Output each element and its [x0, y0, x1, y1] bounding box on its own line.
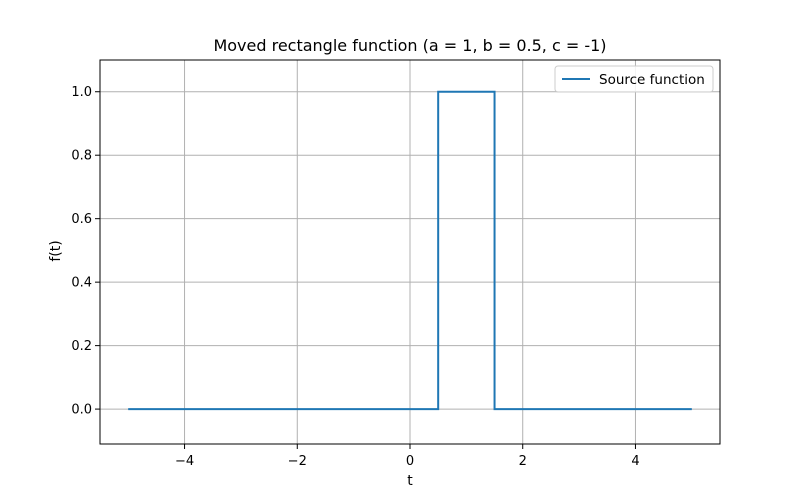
y-tick-label: 1.0: [71, 85, 92, 100]
x-axis-label: t: [407, 473, 413, 489]
x-tick-label: 4: [631, 454, 639, 469]
legend-box: [554, 65, 714, 93]
grid: [100, 60, 720, 444]
y-tick-label: 0.4: [71, 276, 92, 291]
chart-title: Moved rectangle function (a = 1, b = 0.5…: [213, 36, 606, 55]
series-layer: [128, 90, 692, 411]
x-tick-label: −4: [175, 454, 194, 469]
y-axis-label: f(t): [48, 240, 64, 261]
y-tick-label: 0.2: [71, 339, 92, 354]
y-tick-label: 0.0: [71, 403, 92, 418]
x-tick-label: −2: [288, 454, 307, 469]
y-tick-label: 0.8: [71, 149, 92, 164]
y-axis: 0.0 0.2 0.4 0.6 0.8 1.0: [71, 85, 100, 418]
y-tick-label: 0.6: [71, 212, 92, 227]
x-tick-label: 0: [406, 454, 414, 469]
x-tick-label: 2: [519, 454, 527, 469]
legend: Source function: [554, 65, 714, 93]
series-line: [128, 90, 692, 411]
x-axis: −4 −2 0 2 4: [175, 444, 640, 469]
legend-label: Source function: [599, 72, 705, 88]
